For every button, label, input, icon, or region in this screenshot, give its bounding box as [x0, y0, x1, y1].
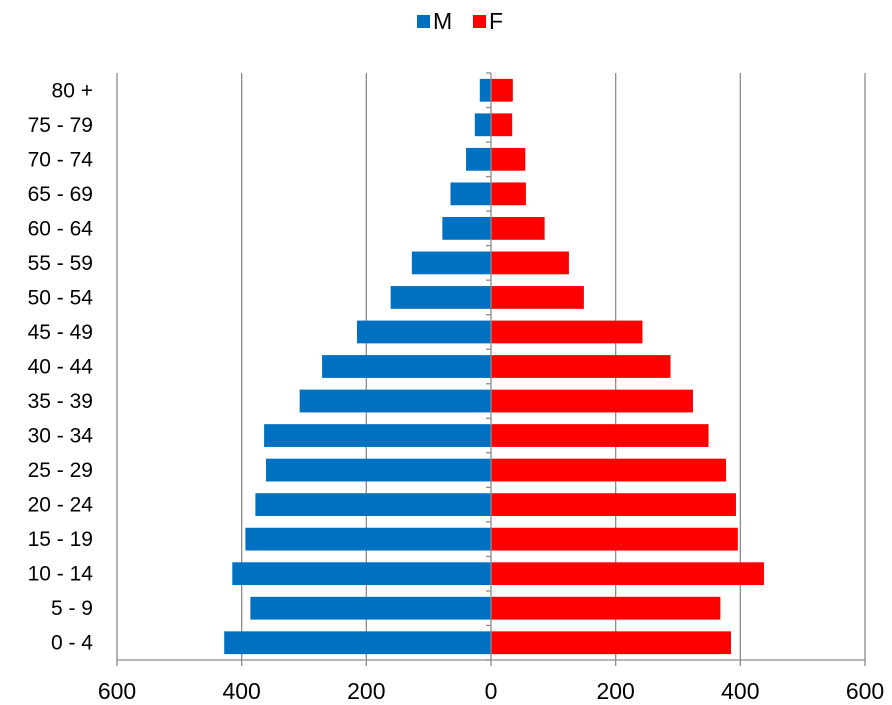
category-label: 15 - 19: [28, 528, 93, 551]
bar-m-35-39: [299, 389, 491, 413]
bar-m-20-24: [255, 493, 491, 517]
bar-m-45-49: [356, 320, 491, 344]
bar-f-5-9: [491, 596, 721, 620]
bars-group: [224, 78, 765, 655]
category-label: 65 - 69: [28, 183, 93, 206]
category-label: 0 - 4: [51, 632, 93, 655]
x-tick-label: 600: [846, 678, 884, 704]
bar-f-40-44: [491, 355, 671, 378]
category-label: 60 - 64: [28, 217, 94, 240]
x-tick-label: 400: [721, 678, 759, 704]
category-label: 5 - 9: [51, 597, 93, 620]
x-tick-label: 600: [98, 678, 136, 704]
bar-f-10-14: [491, 562, 765, 586]
bar-f-50-54: [491, 286, 584, 309]
bar-f-35-39: [491, 389, 693, 413]
bar-f-45-49: [491, 320, 643, 344]
category-label: 25 - 29: [28, 459, 93, 482]
bar-m-0-4: [224, 631, 492, 655]
x-tick-labels: 600 400 200 0 200 400 600: [98, 678, 884, 704]
bar-f-20-24: [491, 493, 736, 517]
bar-f-30-34: [491, 424, 709, 447]
category-label: 40 - 44: [28, 356, 94, 379]
x-tick-label: 400: [222, 678, 260, 704]
category-label: 20 - 24: [28, 494, 94, 517]
x-tick-label: 200: [347, 678, 385, 704]
category-label: 70 - 74: [28, 148, 94, 171]
category-label: 30 - 34: [28, 425, 94, 448]
category-label: 75 - 79: [28, 114, 93, 137]
bar-f-25-29: [491, 458, 726, 482]
x-tick-label: 200: [596, 678, 634, 704]
bar-m-80-: [479, 78, 491, 102]
bar-m-5-9: [250, 596, 491, 620]
bar-m-30-34: [264, 424, 491, 447]
legend-label-f: F: [489, 8, 503, 34]
legend-swatch-m: [417, 15, 430, 28]
bar-m-15-19: [245, 527, 491, 551]
bar-m-40-44: [322, 355, 491, 378]
x-tick-label: 0: [485, 678, 498, 704]
bar-m-10-14: [232, 562, 492, 586]
category-label: 80 +: [52, 79, 93, 102]
legend-swatch-f: [473, 15, 486, 28]
bar-f-70-74: [491, 147, 526, 171]
legend-label-m: M: [433, 8, 452, 34]
bar-f-55-59: [491, 251, 569, 275]
bar-m-70-74: [466, 147, 491, 171]
bar-m-55-59: [411, 251, 491, 275]
bar-f-75-79: [491, 113, 513, 137]
bar-m-75-79: [474, 113, 491, 137]
bar-f-15-19: [491, 527, 738, 551]
bar-m-25-29: [265, 458, 491, 482]
bar-m-65-69: [450, 182, 491, 206]
bar-f-80-: [491, 78, 513, 102]
bar-f-60-64: [491, 216, 545, 240]
axes-group: [116, 72, 866, 666]
bar-m-50-54: [390, 286, 491, 309]
bar-f-65-69: [491, 182, 526, 206]
category-label: 50 - 54: [28, 286, 94, 309]
category-label: 55 - 59: [28, 252, 93, 275]
category-label: 45 - 49: [28, 321, 93, 344]
category-label: 10 - 14: [28, 563, 94, 586]
bar-m-60-64: [442, 216, 491, 240]
category-labels: 0 - 4 5 - 9 10 - 14 15 - 19 20 - 24 25 - 29 30…: [28, 79, 94, 654]
category-label: 35 - 39: [28, 390, 93, 413]
bar-f-0-4: [491, 631, 731, 655]
